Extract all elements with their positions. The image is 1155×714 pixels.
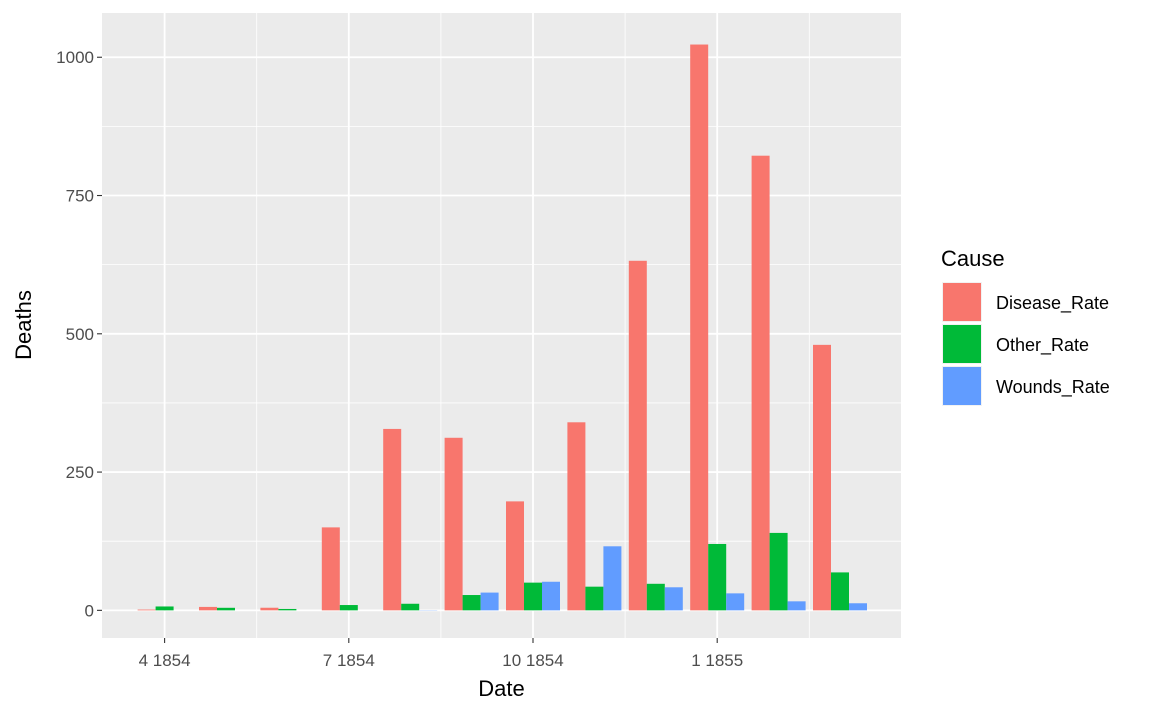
legend-label: Wounds_Rate [996,377,1110,398]
x-tick-label: 1 1855 [691,651,743,670]
bar-wounds-rate [787,601,806,611]
y-tick-label: 1000 [56,48,94,67]
bar-disease-rate [751,155,770,611]
bar-other-rate [339,605,358,611]
bar-wounds-rate [480,592,499,611]
bar-disease-rate [628,260,647,611]
bar-other-rate [585,586,604,611]
y-axis: 0 250 500 750 1000 [56,48,102,620]
bar-disease-rate [137,609,156,611]
x-tick-label: 10 1854 [502,651,563,670]
bar-disease-rate [383,428,402,611]
bar-other-rate [708,543,727,611]
minor-grid [102,13,901,638]
legend-label: Disease_Rate [996,293,1109,314]
bar-disease-rate [813,344,831,611]
bar-wounds-rate [603,546,622,611]
legend: Cause Disease_Rate Other_Rate Wounds_Rate [941,246,1110,406]
bar-other-rate [646,583,665,611]
bar-wounds-rate [849,603,867,611]
bar-wounds-rate [542,581,560,611]
x-tick-label: 4 1854 [139,651,191,670]
legend-swatch [943,325,981,363]
y-axis-title: Deaths [11,290,36,360]
y-tick-label: 750 [66,187,94,206]
bar-disease-rate [260,607,279,611]
bar-disease-rate [444,437,463,611]
bar-disease-rate [506,501,524,611]
bar-wounds-rate [726,593,745,611]
legend-title: Cause [941,246,1005,271]
bar-other-rate [524,582,542,611]
bar-disease-rate [567,422,586,611]
x-axis: 4 1854 7 1854 10 1854 1 1855 [139,638,743,670]
bar-other-rate [217,607,235,611]
bar-other-rate [401,603,420,611]
bar-other-rate [155,606,174,611]
bar-disease-rate [199,606,217,611]
y-tick-label: 0 [85,601,94,620]
legend-swatch [943,367,981,405]
bar-other-rate [462,595,481,611]
x-axis-title: Date [478,676,524,701]
bar-disease-rate [321,527,340,611]
x-tick-label: 7 1854 [323,651,375,670]
bar-wounds-rate [664,587,683,611]
legend-label: Other_Rate [996,335,1089,356]
legend-swatch [943,283,981,321]
bars [137,44,867,611]
bar-disease-rate [690,44,709,611]
y-tick-label: 250 [66,463,94,482]
bar-other-rate [769,532,788,611]
y-tick-label: 500 [66,325,94,344]
bar-other-rate [278,608,297,611]
bar-other-rate [831,572,849,611]
